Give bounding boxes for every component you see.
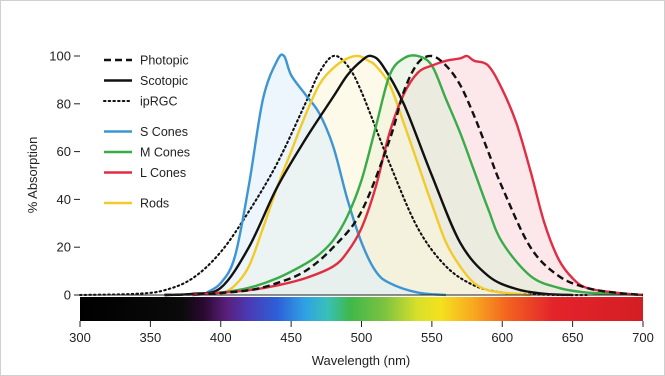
x-tick-label: 300 xyxy=(69,330,91,345)
series-line-s-cones xyxy=(206,53,447,297)
legend-label-m-cones: M Cones xyxy=(140,146,190,160)
y-tick-label: 100 xyxy=(49,49,71,64)
y-tick-label: 20 xyxy=(57,240,71,255)
series-line-scotopic xyxy=(164,54,573,297)
series-line-m-cones xyxy=(192,54,644,297)
y-tick-label: 80 xyxy=(57,96,71,111)
spectrum-bar xyxy=(80,297,643,321)
x-tick-label: 500 xyxy=(351,330,373,345)
y-axis-label: % Absorption xyxy=(25,137,40,214)
fills-layer xyxy=(192,54,643,296)
y-tick-label: 0 xyxy=(64,288,71,303)
x-axis-label: Wavelength (nm) xyxy=(312,353,411,368)
legend-label-s-cones: S Cones xyxy=(140,125,188,139)
y-tick-label: 40 xyxy=(57,192,71,207)
legend-label-iprgc: ipRGC xyxy=(140,95,178,109)
axes-layer: 0 20 40 60 80 100 300 350 400 450 500 550 600 650 700 xyxy=(49,49,654,346)
legend-label-rods: Rods xyxy=(140,197,169,211)
series-line-l-cones xyxy=(192,54,644,297)
x-tick-label: 600 xyxy=(491,330,513,345)
legend-label-l-cones: L Cones xyxy=(140,166,186,180)
x-tick-label: 450 xyxy=(280,330,302,345)
legend-label-scotopic: Scotopic xyxy=(140,74,188,88)
series-line-photopic xyxy=(164,54,644,297)
x-tick-label: 350 xyxy=(140,330,162,345)
y-tick-label: 60 xyxy=(57,144,71,159)
x-tick-label: 400 xyxy=(210,330,232,345)
fill-s-cones xyxy=(206,54,446,295)
lines-layer xyxy=(78,53,644,297)
x-tick-label: 550 xyxy=(421,330,443,345)
legend: Photopic Scotopic ipRGC S Cones M Cones L Con… xyxy=(102,54,190,211)
legend-label-photopic: Photopic xyxy=(140,54,189,68)
x-tick-label: 700 xyxy=(632,330,654,345)
x-tick-label: 650 xyxy=(562,330,584,345)
